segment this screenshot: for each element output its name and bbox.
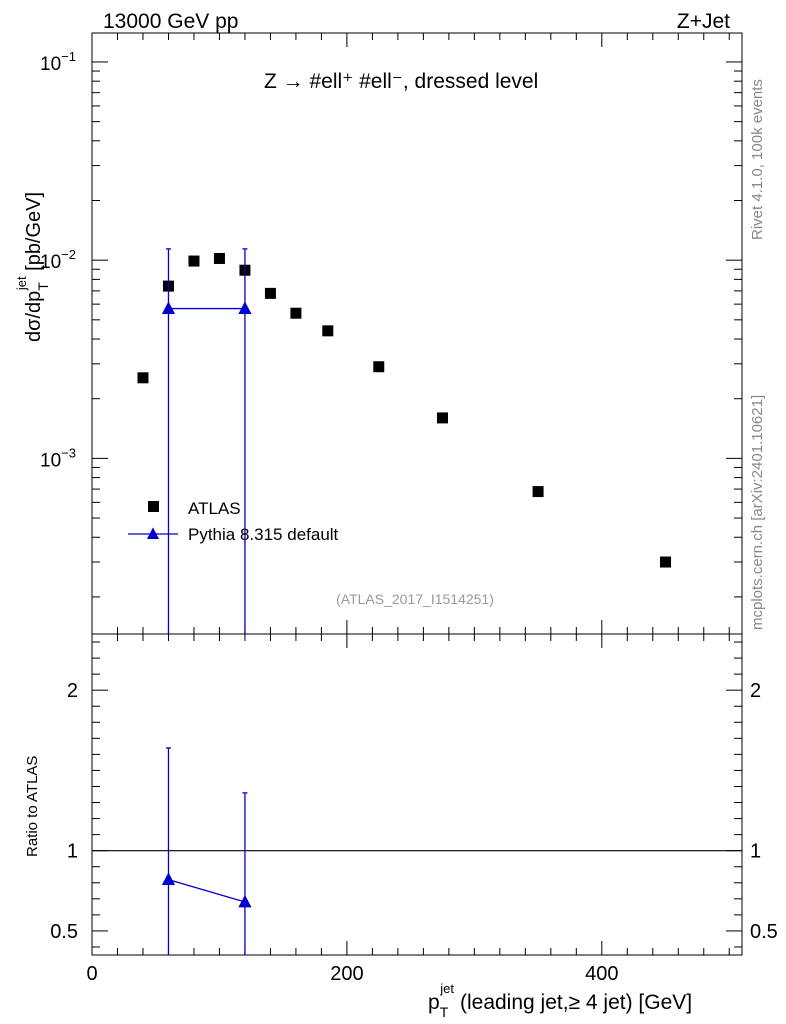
y-tick-label-ratio-left: 0.5 [50,921,78,943]
y-tick-label-ratio-left: 1 [67,841,78,863]
y-tick-label-main: 10−3 [40,445,76,471]
main-ylabel: dσ/dpTjet [pb/GeV] [14,192,51,342]
main-axis-ticks: 10−1 10−2 10−3 [40,33,742,634]
atlas-data-point [290,307,302,319]
mc-marker [161,301,176,314]
header-left: 13000 GeV pp [103,10,238,33]
legend-atlas-label: ATLAS [188,499,241,518]
atlas-data-point [213,252,225,264]
ratio-ylabel: Ratio to ATLAS [24,756,41,857]
y-tick-label-ratio-left: 2 [67,680,78,702]
atlas-data-point [322,325,334,337]
rivet-label: Rivet 4.1.0, 100k events [749,79,766,240]
mc-marker [238,894,252,908]
legend-mc-label: Pythia 8.315 default [188,525,339,544]
mc-marker [238,301,252,314]
atlas-data-point [188,255,200,267]
main-plot-marks [137,248,672,634]
analysis-id: (ATLAS_2017_I1514251) [336,591,494,607]
x-tick-label: 200 [330,963,363,985]
atlas-data-point [436,412,448,424]
atlas-data-point [373,361,385,373]
y-tick-label-ratio-right: 1 [750,841,761,863]
atlas-data-point [532,486,544,498]
x-axis-title: pTjet(leading jet,≥ 4 jet) [GeV] [428,981,692,1020]
ratio-frame [91,633,743,956]
y-tick-label-ratio-right: 2 [750,680,761,702]
legend: ATLAS Pythia 8.315 default [128,499,339,544]
ratio-axis-ticks: 0 200 400 0.5 0.5 1 1 2 2 [50,634,778,985]
svg-text:dσ/dpTjet [pb/GeV]: dσ/dpTjet [pb/GeV] [14,192,51,342]
atlas-data-point [660,556,672,568]
x-tick-label: 0 [86,963,97,985]
mc-marker [146,527,160,539]
mcplots-label: mcplots.cern.ch [arXiv:2401.10621] [749,395,766,630]
x-tick-label: 400 [585,963,618,985]
ratio-line [168,878,246,903]
svg-text:pTjet(leading jet,≥ 4 jet) [Ge: pTjet(leading jet,≥ 4 jet) [GeV] [428,981,692,1020]
ratio-plot-marks [161,747,252,955]
header-right: Z+Jet [677,10,730,33]
y-tick-label-ratio-right: 0.5 [750,921,778,943]
y-tick-label-main: 10−1 [40,49,76,75]
process-label: Z → #ell⁺ #ell⁻, dressed level [264,70,538,93]
atlas-data-point [264,287,276,299]
y-tick-label-main: 10−2 [40,247,76,273]
legend-atlas-marker [148,501,159,512]
atlas-data-point [137,372,149,384]
mc-marker [161,872,176,885]
